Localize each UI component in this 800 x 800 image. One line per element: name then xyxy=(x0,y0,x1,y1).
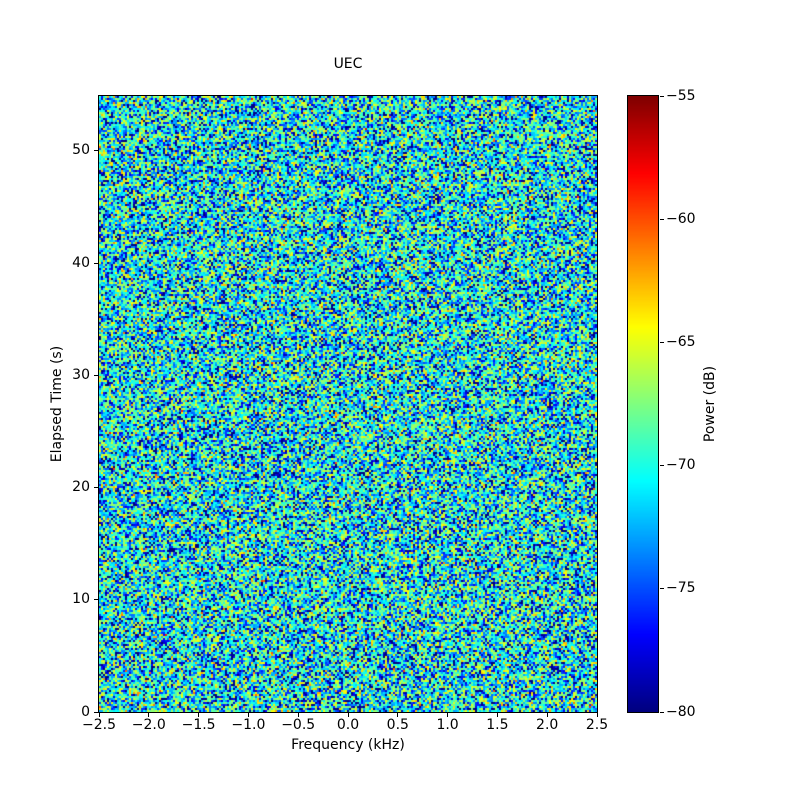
colorbar-tick-mark xyxy=(660,95,664,97)
colorbar-tick-mark xyxy=(660,711,664,713)
y-tick-mark xyxy=(94,150,98,152)
x-tick-label: −1.5 xyxy=(181,717,216,733)
y-tick-label: 30 xyxy=(72,366,90,383)
colorbar-tick-mark xyxy=(660,341,664,343)
x-tick-label: −0.5 xyxy=(281,717,316,733)
figure-title: UEC xyxy=(333,56,363,72)
x-tick-label: 0.0 xyxy=(336,717,360,733)
x-tick-label: 0.5 xyxy=(386,717,409,733)
colorbar-tick-label: −55 xyxy=(666,87,696,104)
y-tick-mark xyxy=(94,262,98,264)
colorbar-tick-mark xyxy=(660,588,664,590)
x-tick-mark xyxy=(397,713,399,717)
x-tick-mark xyxy=(347,713,349,717)
y-axis-label: Elapsed Time (s) xyxy=(49,345,65,463)
x-axis-label: Frequency (kHz) xyxy=(291,737,405,753)
x-tick-label: −2.0 xyxy=(131,717,166,733)
x-tick-label: 1.0 xyxy=(436,717,459,733)
x-tick-mark xyxy=(98,713,100,717)
x-tick-mark xyxy=(596,713,598,717)
y-tick-mark xyxy=(94,711,98,713)
colorbar-tick-label: −65 xyxy=(666,333,696,350)
colorbar-tick-label: −70 xyxy=(666,457,696,474)
colorbar-tick-label: −75 xyxy=(666,580,696,597)
spectrogram-canvas xyxy=(99,96,597,712)
y-tick-label: 10 xyxy=(72,591,90,608)
spectrogram-plot-area xyxy=(98,95,598,713)
y-tick-label: 50 xyxy=(72,142,90,159)
colorbar-gradient-canvas xyxy=(628,96,658,712)
x-tick-label: −1.0 xyxy=(231,717,266,733)
colorbar xyxy=(627,95,659,713)
y-tick-label: 20 xyxy=(72,479,90,496)
y-tick-mark xyxy=(94,599,98,601)
x-tick-mark xyxy=(198,713,200,717)
x-tick-label: −2.5 xyxy=(82,717,116,733)
x-tick-mark xyxy=(496,713,498,717)
colorbar-tick-label: −60 xyxy=(666,210,696,227)
x-tick-mark xyxy=(447,713,449,717)
y-tick-mark xyxy=(94,487,98,489)
colorbar-tick-label: −80 xyxy=(666,703,696,720)
x-tick-label: 2.5 xyxy=(585,717,609,733)
y-tick-label: 0 xyxy=(81,703,90,720)
y-tick-label: 40 xyxy=(72,254,90,271)
colorbar-tick-mark xyxy=(660,465,664,467)
colorbar-label: Power (dB) xyxy=(702,365,718,443)
x-tick-label: 1.5 xyxy=(486,717,509,733)
colorbar-tick-mark xyxy=(660,218,664,220)
x-tick-label: 2.0 xyxy=(536,717,559,733)
x-tick-mark xyxy=(247,713,249,717)
x-tick-mark xyxy=(148,713,150,717)
y-tick-mark xyxy=(94,374,98,376)
x-tick-mark xyxy=(546,713,548,717)
x-tick-mark xyxy=(297,713,299,717)
